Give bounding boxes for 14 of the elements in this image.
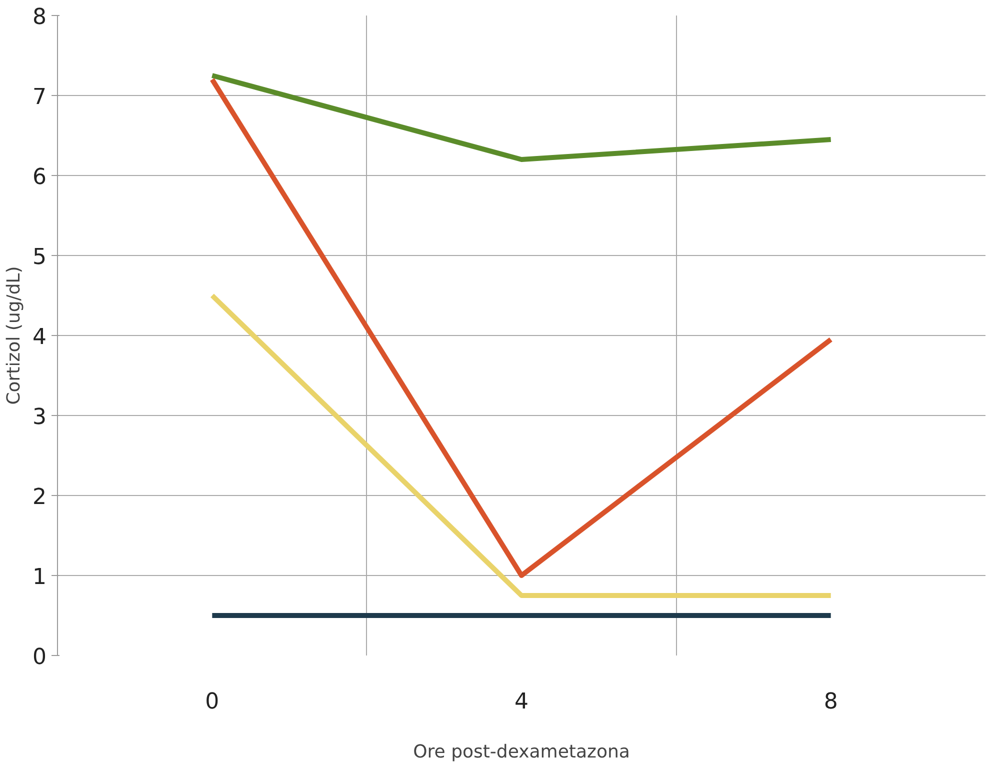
y-tick-label: 0	[32, 645, 47, 670]
y-tick-label: 6	[32, 165, 47, 190]
x-axis-title: Ore post-dexametazona	[413, 742, 630, 762]
x-tick-label: 4	[514, 690, 528, 714]
y-axis-title: Cortizol (ug/dL)	[4, 266, 25, 405]
x-tick-label: 8	[824, 690, 838, 714]
y-tick-label: 4	[32, 325, 47, 350]
y-tick-label: 7	[32, 85, 47, 110]
y-tick-label: 5	[32, 245, 47, 270]
x-tick-label: 0	[205, 690, 220, 714]
y-tick-label: 2	[32, 485, 47, 510]
y-tick-label: 1	[32, 565, 47, 590]
y-tick-label: 3	[32, 405, 47, 430]
y-tick-label: 8	[32, 5, 47, 30]
